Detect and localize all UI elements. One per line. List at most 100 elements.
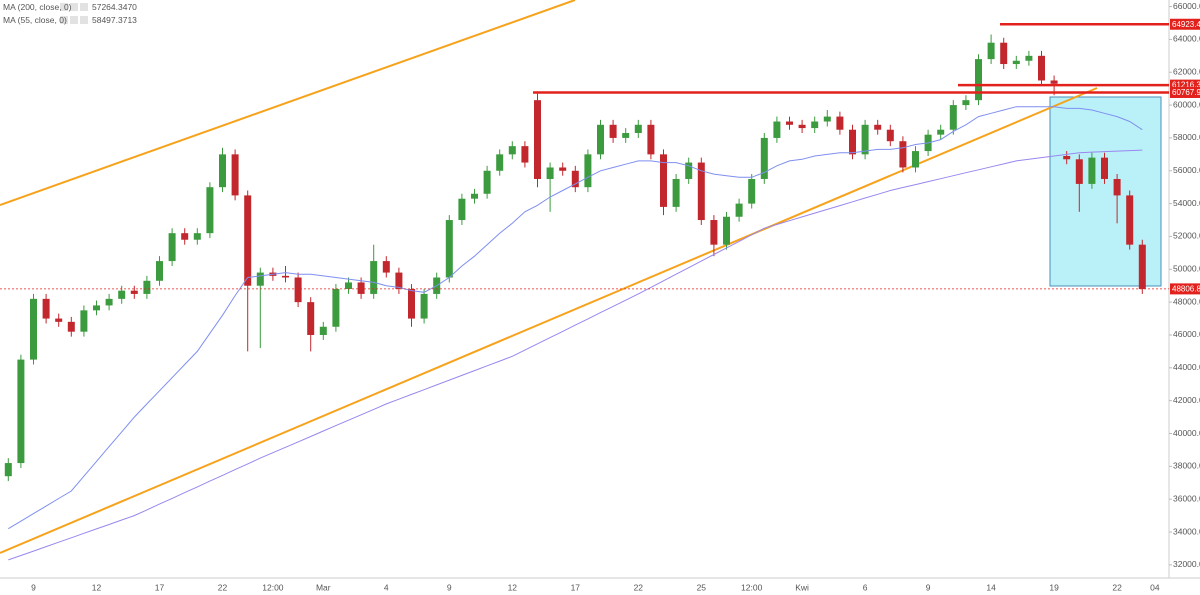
candle-body: [1075, 159, 1083, 184]
legend-icon: [70, 16, 78, 24]
candle-body: [534, 100, 541, 179]
y-tick-label: 48000.00: [1173, 296, 1200, 306]
candle-body: [193, 233, 201, 240]
candle-body: [735, 203, 743, 217]
legend-icon: [80, 3, 88, 11]
candle-body: [609, 124, 617, 138]
candle-body: [42, 298, 50, 319]
candle-body: [471, 193, 478, 199]
candle-body: [811, 121, 819, 129]
candle-body: [181, 233, 189, 240]
x-tick-label: Kwi: [795, 582, 809, 592]
candle-body: [975, 59, 982, 101]
candle-body: [282, 275, 289, 278]
x-tick-label: 9: [447, 582, 452, 592]
candle-body: [748, 178, 756, 204]
x-tick-label: 12:00: [262, 582, 284, 592]
y-tick-label: 56000.00: [1173, 165, 1200, 175]
candle-body: [143, 280, 151, 294]
candle-body: [1113, 178, 1121, 196]
price-level-tag: [1170, 18, 1200, 30]
price-level-tag: [1170, 86, 1200, 98]
y-tick-label: 42000.00: [1173, 395, 1200, 405]
candle-body: [571, 170, 579, 188]
candle-body: [685, 162, 693, 179]
candle-body: [118, 290, 126, 299]
candle-body: [634, 124, 642, 134]
y-tick-label: 66000.00: [1173, 1, 1200, 11]
legend-label: MA (200, close, 0): [3, 2, 72, 12]
candle-body: [307, 302, 315, 335]
candle-body: [1126, 195, 1134, 245]
candle-body: [1038, 55, 1045, 81]
legend-icon: [60, 16, 68, 24]
candle-body: [156, 261, 163, 281]
candle-body: [93, 305, 100, 311]
candle-body: [962, 100, 970, 106]
candle-body: [206, 187, 214, 234]
candle-body: [1138, 244, 1146, 289]
price-level-label: 60767.92: [1172, 88, 1200, 97]
candle-body: [508, 146, 516, 155]
candle-body: [786, 121, 793, 125]
candle-body: [521, 146, 529, 163]
candle-body: [370, 261, 378, 294]
y-tick-label: 60000.00: [1173, 99, 1200, 109]
legend-value: 57264.3470: [92, 2, 137, 12]
candle-body: [1012, 60, 1020, 65]
candle-body: [420, 293, 428, 319]
y-tick-label: 64000.00: [1173, 34, 1200, 44]
x-tick-label: 9: [31, 582, 36, 592]
x-tick-label: 12:00: [741, 582, 763, 592]
candle-body: [357, 282, 365, 294]
x-tick-label: 17: [571, 582, 581, 592]
candle-body: [949, 105, 957, 130]
price-level-label: 48806.86: [1172, 284, 1200, 293]
x-tick-label: 12: [92, 582, 102, 592]
y-tick-label: 46000.00: [1173, 329, 1200, 339]
y-tick-label: 52000.00: [1173, 231, 1200, 241]
candle-body: [395, 272, 403, 289]
candle-body: [294, 277, 302, 303]
candle-body: [244, 195, 252, 286]
candle-body: [559, 167, 567, 171]
candle-body: [823, 116, 831, 122]
y-tick-label: 34000.00: [1173, 526, 1200, 536]
y-tick-label: 58000.00: [1173, 132, 1200, 142]
candle-body: [231, 154, 239, 196]
legend-label: MA (55, close, 0): [3, 15, 67, 25]
candle-body: [30, 298, 37, 360]
price-level-tag: [1170, 283, 1200, 295]
candle-body: [408, 289, 415, 319]
candle-body: [886, 129, 894, 142]
candle-body: [660, 154, 667, 207]
price-level-label: 61216.32: [1172, 81, 1200, 90]
ma-line: [8, 149, 1143, 561]
ma-line: [8, 106, 1143, 530]
candle-body: [256, 272, 264, 286]
candle-body: [710, 220, 718, 245]
y-tick-label: 62000.00: [1173, 67, 1200, 77]
x-tick-label: 6: [863, 582, 868, 592]
y-tick-label: 38000.00: [1173, 461, 1200, 471]
x-tick-label: 4: [384, 582, 389, 592]
x-tick-label: 22: [218, 582, 228, 592]
candle-body: [17, 359, 25, 464]
candle-body: [80, 310, 88, 332]
price-level-tag: [1170, 79, 1200, 91]
candle-body: [773, 121, 781, 138]
price-level-label: 64923.45: [1172, 20, 1200, 29]
candle-body: [861, 124, 869, 155]
candle-body: [937, 129, 945, 135]
x-tick-label: 22: [634, 582, 644, 592]
candle-body: [798, 124, 806, 129]
candle-body: [597, 124, 604, 155]
candle-body: [584, 154, 592, 188]
candle-body: [345, 282, 352, 289]
candle-body: [382, 261, 390, 273]
candle-body: [219, 154, 226, 188]
candle-body: [458, 198, 466, 221]
candle-body: [546, 167, 554, 179]
